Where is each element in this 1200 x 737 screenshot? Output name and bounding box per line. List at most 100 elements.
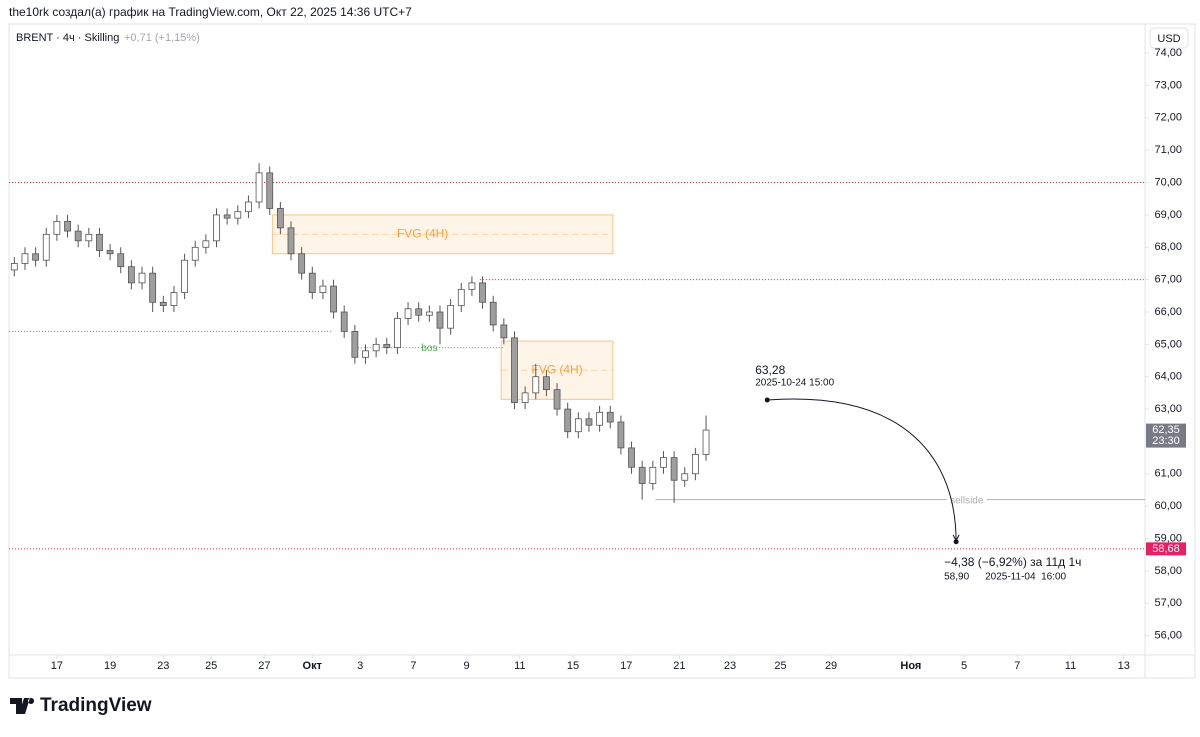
- candle-body: [638, 466, 646, 484]
- candle-body: [394, 318, 401, 348]
- candle-body: [234, 211, 242, 219]
- candle-body: [117, 253, 125, 268]
- price-label-bg: [1146, 542, 1186, 556]
- candle-body: [521, 392, 529, 403]
- y-tick-label: 72,00: [1154, 112, 1182, 124]
- candle-body: [42, 233, 50, 261]
- candle-body: [436, 311, 444, 329]
- candle-body: [596, 411, 604, 426]
- y-tick-label: 58,00: [1154, 565, 1182, 577]
- price-label: 62,35: [1152, 424, 1180, 436]
- candle-body: [500, 324, 508, 339]
- end-price: 58,90: [944, 571, 969, 582]
- y-tick-label: 71,00: [1154, 144, 1182, 156]
- x-tick-label: 17: [51, 660, 63, 672]
- x-tick-label: 5: [961, 660, 967, 672]
- x-tick-label: Ноя: [900, 660, 921, 672]
- x-tick-label: 11: [1065, 660, 1076, 672]
- candle-body: [308, 272, 316, 293]
- logo-mark: [10, 698, 35, 714]
- candle-body: [170, 292, 178, 306]
- fvg-zone: [271, 214, 614, 255]
- y-tick-label: 70,00: [1154, 176, 1182, 188]
- price-label-time: 23:30: [1152, 435, 1180, 447]
- x-tick-label: 19: [104, 660, 116, 672]
- x-tick-label: 25: [205, 660, 217, 672]
- credit: the10rk создал(а) график на TradingView.…: [9, 5, 412, 19]
- y-tick-label: 73,00: [1154, 79, 1182, 91]
- end-date: 2025-11-04 16:00: [985, 571, 1066, 582]
- candle-body: [532, 376, 540, 394]
- candle-body: [617, 421, 625, 449]
- candle-body: [425, 311, 433, 316]
- fvg-label: FVG (4H): [397, 227, 448, 241]
- candle-body: [127, 266, 135, 284]
- candle-body: [181, 259, 188, 293]
- candle-body: [468, 282, 476, 290]
- candle-body: [74, 230, 82, 242]
- x-tick-label: Окт: [303, 660, 323, 672]
- candle-body: [138, 272, 146, 284]
- brand: TradingView: [40, 695, 152, 716]
- candle-body: [351, 331, 359, 358]
- arrow-head: [952, 534, 960, 542]
- candle-body: [21, 253, 29, 264]
- y-tick-label: 65,00: [1154, 338, 1182, 350]
- candle-body: [511, 337, 518, 403]
- candle-body: [159, 301, 167, 306]
- candle-body: [457, 288, 465, 306]
- level-label: sellside: [950, 495, 984, 506]
- candle-body: [447, 305, 455, 329]
- candle-body: [223, 214, 231, 219]
- candle-body: [191, 246, 199, 261]
- x-tick-label: 7: [410, 660, 416, 672]
- candle-body: [149, 272, 157, 303]
- candle-body: [319, 285, 327, 293]
- candle-body: [287, 227, 295, 255]
- currency-button[interactable]: [1149, 27, 1189, 49]
- fvg-label: FVG (4H): [531, 362, 582, 376]
- x-tick-label: 29: [825, 660, 837, 672]
- y-tick-label: 67,00: [1154, 274, 1182, 286]
- x-tick-label: 13: [1118, 660, 1130, 672]
- candle-body: [702, 429, 710, 455]
- chart-frame: [8, 23, 1196, 679]
- candle-body: [106, 250, 114, 255]
- candle-body: [564, 408, 572, 433]
- x-tick-label: 23: [157, 660, 169, 672]
- candle-body: [489, 301, 497, 326]
- candle-body: [96, 233, 103, 251]
- candle-body: [691, 453, 699, 475]
- candle-body: [330, 285, 337, 313]
- candle-body: [649, 466, 657, 484]
- projection-arc: [767, 398, 957, 542]
- y-tick-label: 61,00: [1154, 468, 1182, 480]
- candle-body: [479, 282, 486, 303]
- x-tick-label: 9: [464, 660, 470, 672]
- change-label: +0,71 (+1,15%): [124, 32, 200, 44]
- level-label: bos: [421, 343, 437, 354]
- projection-start: [764, 397, 770, 403]
- candle-body: [10, 263, 18, 271]
- x-tick-label: 3: [357, 660, 363, 672]
- logo: TradingView: [10, 695, 152, 716]
- candle-body: [553, 389, 561, 410]
- x-tick-label: 11: [514, 660, 525, 672]
- y-tick-label: 66,00: [1154, 306, 1182, 318]
- candle-body: [628, 447, 635, 468]
- y-tick-label: 56,00: [1154, 629, 1182, 641]
- candle-body: [372, 343, 380, 352]
- candle-body: [85, 233, 93, 242]
- price-label: 58,68: [1152, 543, 1180, 555]
- candle-body: [255, 172, 263, 203]
- candle-body: [660, 457, 667, 468]
- currency[interactable]: USD: [1157, 33, 1180, 45]
- projection-change: −4,38 (−6,92%) за 11д 1ч: [944, 555, 1081, 569]
- x-tick-label: 25: [774, 660, 786, 672]
- start-date: 2025-10-24 15:00: [755, 378, 834, 389]
- candle-body: [362, 350, 369, 358]
- candle-body: [276, 208, 284, 229]
- y-tick-label: 59,00: [1154, 532, 1182, 544]
- candle-body: [574, 418, 582, 433]
